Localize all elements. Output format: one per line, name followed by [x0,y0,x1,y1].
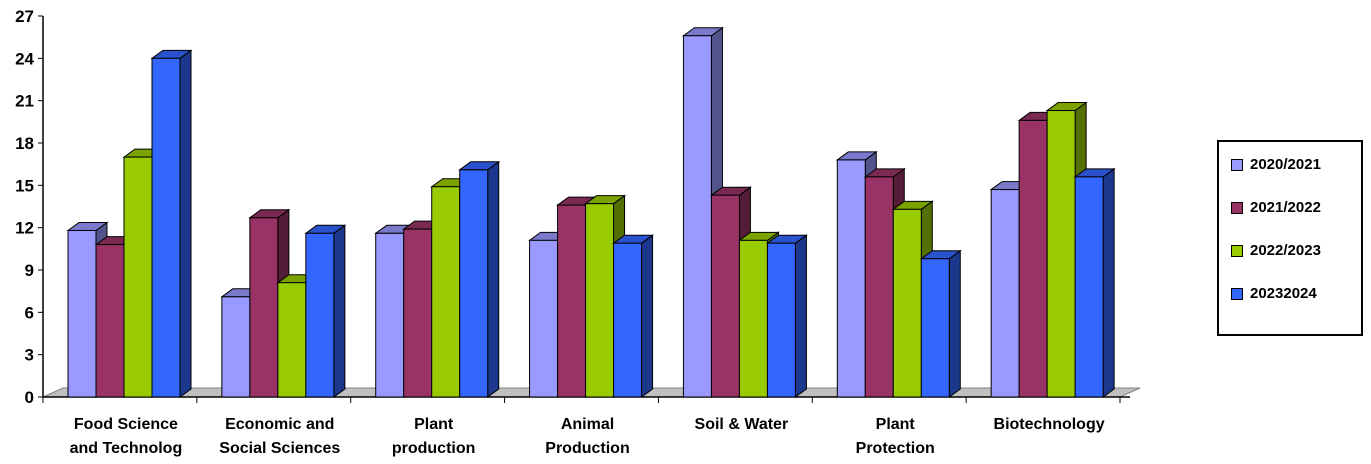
bar [891,200,934,398]
legend-label: 2022/2023 [1250,242,1321,259]
y-tick-label: 27 [15,7,34,26]
legend-item: 20232024 [1231,285,1317,302]
legend-swatch [1231,158,1243,171]
y-tick-label: 12 [15,219,34,238]
x-tick-label: Plant production [392,416,476,457]
y-axis-ticks: 0 3 6 9 12 15 18 21 24 27 [15,7,43,407]
legend-label: 2021/2022 [1250,199,1321,216]
legend-swatch [1231,201,1243,214]
bars [66,26,1116,398]
legend-item: 2021/2022 [1231,199,1321,216]
y-tick-label: 3 [25,346,34,365]
bar [919,249,962,398]
chart-legend: 2020/2021 2021/2022 2022/2023 20232024 [1217,140,1363,336]
bar [304,224,347,398]
x-tick-label: Plant Protection [856,416,935,457]
x-tick-label: Animal Production [545,416,629,457]
bar [150,49,193,398]
x-tick-label: Soil & Water [695,416,789,433]
bar [1073,167,1116,398]
legend-swatch [1231,287,1243,300]
y-tick-label: 0 [25,388,34,407]
x-axis-ticks: Food Science and Technolog Economic and Soc… [42,397,1121,457]
y-tick-label: 6 [25,303,34,322]
x-tick-label: Biotechnology [994,416,1105,433]
y-tick-label: 21 [15,92,34,111]
x-tick-label: Economic and Social Sciences [219,416,340,457]
y-tick-label: 18 [15,134,34,153]
y-tick-label: 9 [25,261,34,280]
legend-label: 20232024 [1250,285,1317,302]
legend-item: 2020/2021 [1231,156,1321,173]
bar [612,234,655,398]
legend-swatch [1231,244,1243,257]
legend-label: 2020/2021 [1250,156,1321,173]
x-tick-label: Food Science and Technolog [70,416,183,457]
bar [458,160,501,398]
bar [765,234,808,398]
y-tick-label: 15 [15,176,34,195]
y-tick-label: 24 [15,49,34,68]
legend-item: 2022/2023 [1231,242,1321,259]
